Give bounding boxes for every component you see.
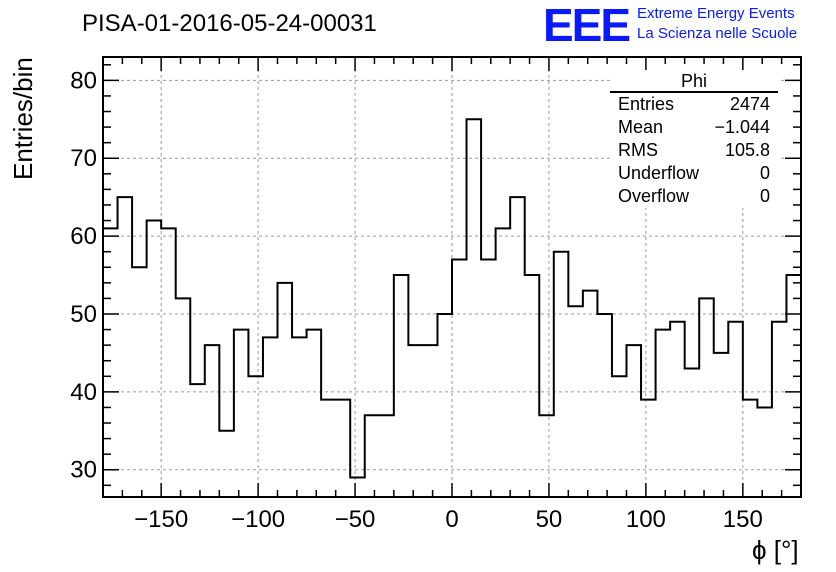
y-tick-label: 80 (70, 67, 97, 94)
logo-caption: Extreme Energy Events La Scienza nelle S… (637, 4, 797, 44)
histogram-step-line (103, 118, 801, 479)
y-axis-label: Entries/bin (8, 57, 38, 180)
axis-ticks (103, 57, 801, 497)
stats-label: Entries (618, 94, 675, 114)
stats-value: 0 (759, 186, 770, 206)
stats-row-entries: Entries 2474 (610, 93, 778, 116)
x-tick-label: 50 (536, 506, 563, 533)
y-tick-label: 40 (70, 379, 97, 406)
stats-label: RMS (618, 140, 658, 160)
stats-label: Mean (618, 117, 664, 137)
y-tick-label: 50 (70, 301, 97, 328)
stats-row-underflow: Underflow 0 (610, 162, 778, 185)
stats-value: 0 (759, 163, 770, 183)
stats-value: −1.044 (714, 117, 770, 137)
stats-box: Phi Entries 2474 Mean −1.044 RMS 105.8 U… (610, 70, 778, 208)
y-tick-labels: 30 40 50 60 70 80 (70, 67, 97, 483)
x-tick-label: −150 (134, 506, 188, 533)
stats-label: Underflow (618, 163, 700, 183)
x-axis-label: ϕ [°] (752, 535, 799, 565)
stats-value: 105.8 (724, 140, 770, 160)
stats-row-mean: Mean −1.044 (610, 116, 778, 139)
stats-title: Phi (610, 70, 778, 93)
stats-row-overflow: Overflow 0 (610, 185, 778, 208)
y-tick-label: 60 (70, 223, 97, 250)
x-tick-label: 100 (626, 506, 666, 533)
x-tick-label: 150 (723, 506, 763, 533)
y-tick-label: 70 (70, 145, 97, 172)
x-tick-label: −100 (231, 506, 285, 533)
x-tick-label: 0 (445, 506, 458, 533)
chart-title: PISA-01-2016-05-24-00031 (82, 10, 377, 37)
stats-value: 2474 (729, 94, 770, 114)
plot-frame (102, 56, 802, 498)
y-tick-label: 30 (70, 457, 97, 484)
logo-line-1: Extreme Energy Events (637, 5, 795, 22)
eee-logo: EEE (543, 0, 631, 51)
logo-line-2: La Scienza nelle Scuole (637, 25, 798, 42)
x-tick-label: −50 (335, 506, 376, 533)
x-tick-labels: −150 −100 −50 0 50 100 150 (134, 506, 763, 533)
stats-label: Overflow (618, 186, 690, 206)
stats-row-rms: RMS 105.8 (610, 139, 778, 162)
